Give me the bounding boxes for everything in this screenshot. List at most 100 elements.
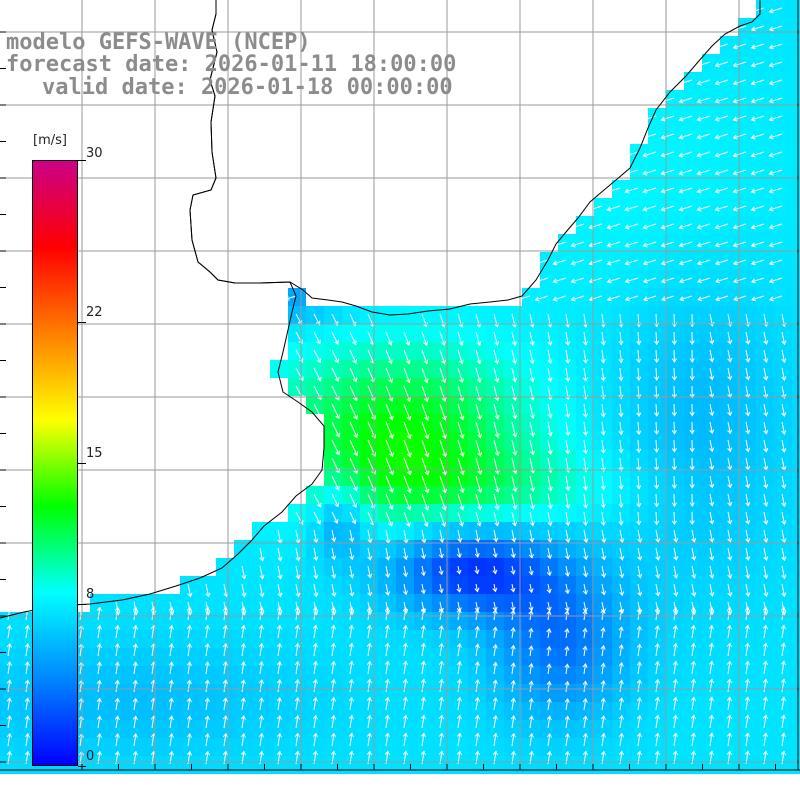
wind-speed-cell (378, 324, 396, 342)
wind-speed-cell (774, 18, 792, 36)
wind-speed-cell (738, 342, 756, 360)
wind-arrow (421, 331, 429, 346)
wind-arrow (403, 331, 411, 346)
wind-speed-cell (594, 414, 612, 432)
wind-arrow (186, 732, 192, 747)
wind-speed-cell (306, 738, 324, 756)
wind-speed-cell (666, 576, 684, 594)
wind-speed-cell (684, 738, 702, 756)
wind-speed-cell (234, 630, 252, 648)
wind-speed-cell (558, 378, 576, 396)
wind-speed-cell (522, 432, 540, 450)
wind-speed-cell (738, 234, 756, 252)
wind-speed-cell (666, 108, 684, 126)
wind-speed-cell (792, 486, 800, 504)
wind-speed-cell (594, 630, 612, 648)
wind-arrow (600, 457, 606, 473)
wind-speed-cell (756, 90, 774, 108)
wind-speed-cell (630, 414, 648, 432)
wind-speed-cell (666, 90, 684, 108)
wind-speed-cell (756, 36, 774, 54)
wind-arrow (403, 403, 412, 421)
wind-arrow (511, 475, 518, 493)
wind-arrow (727, 457, 733, 471)
wind-speed-cell (702, 54, 720, 72)
wind-speed-cell (378, 360, 396, 378)
wind-arrow (781, 493, 787, 508)
wind-arrow (475, 457, 483, 476)
wind-arrow (294, 606, 300, 621)
wind-arrow (781, 475, 787, 489)
wind-arrow (421, 475, 430, 494)
wind-speed-cell (612, 540, 630, 558)
wind-speed-cell (774, 450, 792, 468)
wind-speed-cells (0, 0, 800, 774)
wind-arrow (312, 642, 318, 657)
wind-arrow (24, 642, 30, 657)
wind-arrow (672, 732, 678, 747)
wind-arrow (564, 610, 570, 621)
wind-arrow (745, 493, 751, 507)
wind-arrow (600, 421, 606, 436)
wind-speed-cell (522, 486, 540, 504)
wind-arrow (474, 661, 480, 675)
wind-arrow (402, 565, 408, 578)
wind-speed-cell (756, 648, 774, 666)
wind-speed-cell (414, 432, 432, 450)
wind-speed-cell (720, 594, 738, 612)
wind-arrow (385, 493, 394, 511)
wind-speed-cell (648, 108, 666, 126)
wind-arrow (349, 421, 359, 439)
wind-speed-cell (198, 648, 216, 666)
wind-arrow (528, 583, 534, 594)
wind-arrow (552, 277, 567, 284)
wind-speed-cell (432, 468, 450, 486)
wind-speed-cell (612, 180, 630, 198)
wind-arrow (636, 439, 642, 454)
wind-arrow (768, 223, 783, 230)
wind-arrow (475, 367, 482, 384)
wind-speed-cell (198, 594, 216, 612)
colorbar-tick-mark (78, 160, 86, 161)
wind-speed-cell (252, 738, 270, 756)
wind-speed-cell (684, 576, 702, 594)
wind-arrow (642, 277, 657, 284)
wind-speed-cell (594, 486, 612, 504)
wind-arrow (714, 97, 729, 104)
wind-speed-cell (720, 234, 738, 252)
wind-speed-cell (774, 486, 792, 504)
wind-arrow (456, 547, 462, 559)
wind-arrow (276, 679, 282, 693)
wind-arrow (671, 349, 677, 363)
wind-arrow (384, 660, 390, 675)
wind-speed-cell (432, 342, 450, 360)
wind-speed-cell (774, 738, 792, 756)
wind-arrow (600, 511, 606, 526)
wind-arrow (510, 609, 516, 621)
wind-speed-cell (414, 414, 432, 432)
wind-speed-cell (414, 648, 432, 666)
wind-speed-cell (378, 378, 396, 396)
wind-arrow (276, 606, 282, 621)
wind-arrow (763, 547, 769, 562)
wind-arrow (420, 696, 426, 711)
wind-speed-cell (792, 342, 800, 360)
wind-arrow (439, 403, 447, 421)
wind-arrow (457, 385, 465, 402)
wind-speed-cell (234, 738, 252, 756)
wind-arrow (689, 421, 695, 435)
wind-arrow (750, 133, 765, 140)
wind-speed-cell (576, 648, 594, 666)
wind-speed-cell (522, 342, 540, 360)
wind-speed-cell (594, 594, 612, 612)
wind-speed-cell (306, 540, 324, 558)
wind-arrow (186, 661, 192, 675)
wind-speed-cell (612, 648, 630, 666)
wind-speed-cell (468, 702, 486, 720)
wind-speed-cell (648, 558, 666, 576)
wind-speed-cell (774, 198, 792, 216)
wind-arrow (781, 403, 787, 417)
wind-speed-cell (414, 378, 432, 396)
wind-speed-cell (792, 0, 800, 18)
wind-arrow (420, 678, 426, 693)
